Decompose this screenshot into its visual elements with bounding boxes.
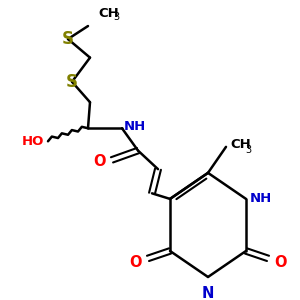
Text: 3: 3: [245, 145, 251, 154]
Text: S: S: [66, 73, 78, 91]
Text: NH: NH: [124, 120, 146, 133]
Text: CH: CH: [98, 7, 119, 20]
Text: O: O: [274, 255, 286, 270]
Text: 3: 3: [113, 12, 119, 22]
Text: CH: CH: [230, 139, 251, 152]
Text: S: S: [62, 30, 74, 48]
Text: O: O: [130, 255, 142, 270]
Text: O: O: [94, 154, 106, 169]
Text: NH: NH: [250, 192, 272, 206]
Text: N: N: [202, 286, 214, 300]
Text: HO: HO: [22, 135, 44, 148]
